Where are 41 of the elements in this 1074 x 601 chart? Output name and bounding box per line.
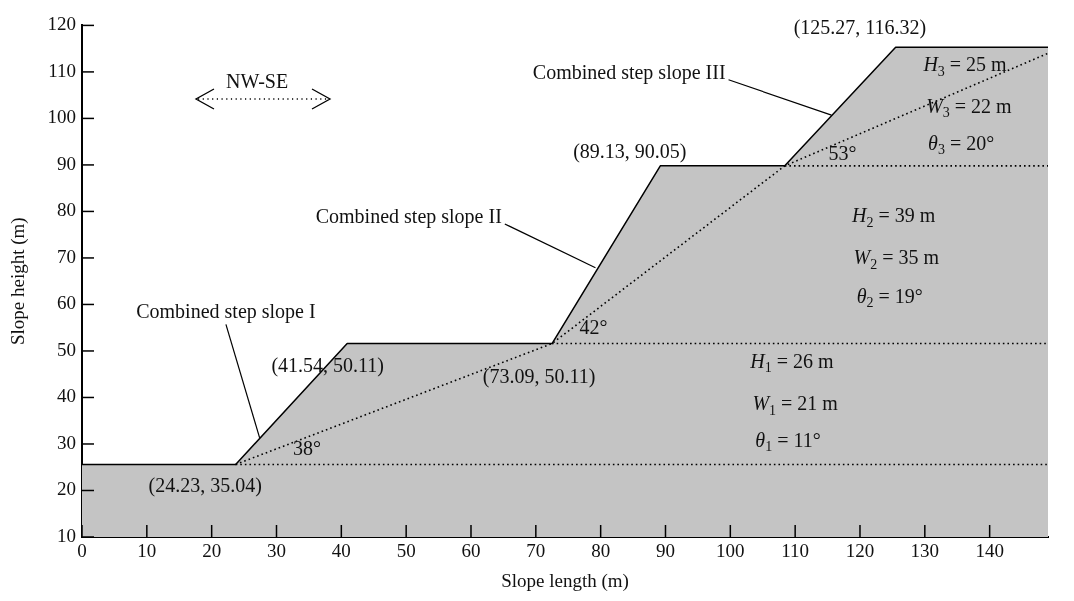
x-tick-label: 100 (716, 540, 745, 562)
x-tick-label: 60 (461, 540, 481, 562)
y-tick-label: 80 (57, 199, 76, 221)
annotation: (73.09, 50.11) (482, 364, 596, 388)
annotation: Combined step slope III (532, 61, 726, 85)
annotation: 38° (292, 437, 321, 460)
y-tick-label: 30 (57, 431, 76, 453)
annotation: NW-SE (225, 70, 289, 93)
annotation: (125.27, 116.32) (793, 16, 927, 40)
y-tick-label: 20 (57, 478, 76, 500)
annotation: Combined step slope II (315, 205, 502, 229)
x-axis-title: Slope length (m) (501, 569, 629, 592)
y-tick-label: 100 (47, 106, 76, 128)
annotation: 53° (828, 141, 857, 164)
x-tick-label: 30 (267, 540, 286, 562)
x-tick-label: 40 (331, 540, 351, 562)
y-tick-label: 50 (57, 338, 76, 360)
x-tick-label: 140 (975, 540, 1004, 562)
x-tick-label: 20 (202, 540, 222, 562)
y-tick-label: 90 (57, 152, 76, 174)
x-tick-label: 110 (781, 540, 810, 562)
y-axis-title: Slope height (m) (7, 217, 30, 346)
x-tick-label: 10 (137, 540, 157, 562)
y-tick-label: 120 (47, 13, 76, 35)
annotation: 42° (579, 315, 608, 338)
x-tick-label: 0 (77, 540, 87, 562)
x-tick-label: 70 (526, 540, 546, 562)
annotation: (89.13, 90.05) (573, 139, 687, 163)
annotation: Combined step slope I (136, 299, 316, 323)
y-tick-label: 60 (57, 292, 76, 314)
x-tick-label: 120 (845, 540, 875, 562)
y-tick-label: 70 (57, 245, 76, 267)
y-tick-label: 40 (57, 385, 76, 407)
x-tick-label: 130 (910, 540, 940, 562)
x-tick-label: 80 (591, 540, 611, 562)
x-tick-label: 50 (396, 540, 416, 562)
annotation: (24.23, 35.04) (148, 474, 262, 498)
y-tick-label: 10 (57, 524, 76, 546)
annotation: (41.54, 50.11) (271, 354, 384, 378)
y-tick-label: 110 (48, 59, 76, 81)
x-tick-label: 90 (655, 540, 675, 562)
